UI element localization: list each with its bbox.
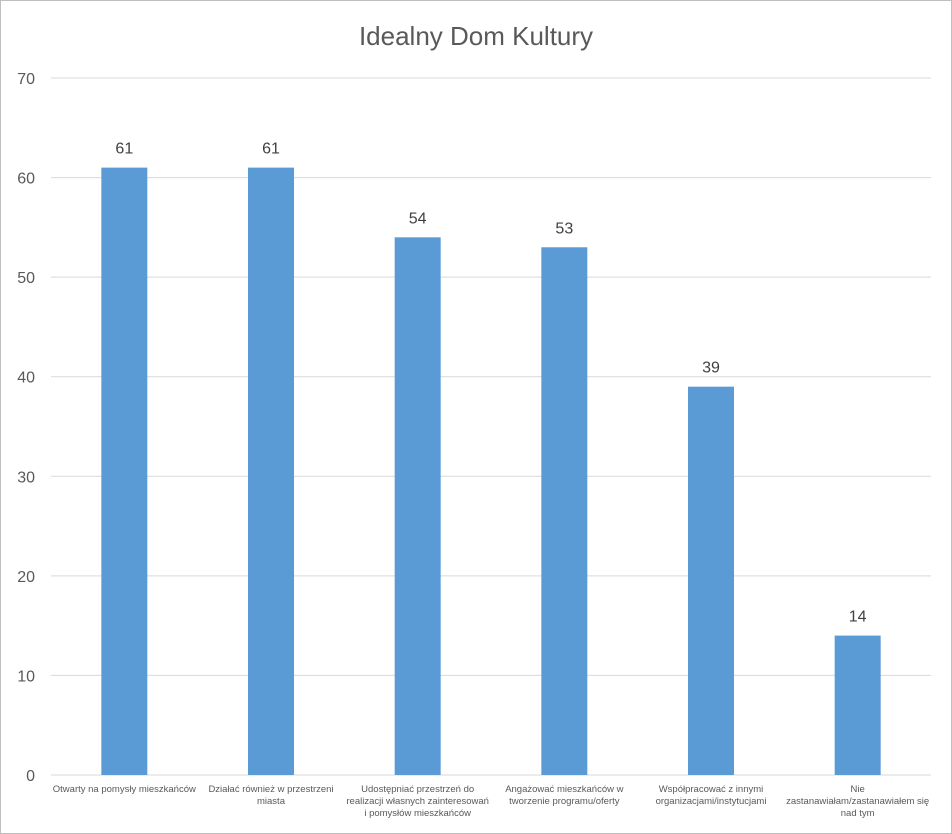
bars bbox=[101, 167, 881, 776]
chart-title: Idealny Dom Kultury bbox=[358, 21, 594, 51]
y-axis-ticks: 0 10 20 30 40 50 60 70 bbox=[17, 71, 35, 785]
bar bbox=[248, 167, 294, 776]
category-label: Angażować mieszkańców w bbox=[505, 784, 623, 795]
category-label: Działać również w przestrzeni bbox=[208, 784, 333, 795]
category-label: Nie bbox=[851, 784, 865, 795]
y-tick-label: 50 bbox=[17, 270, 35, 287]
data-label: 14 bbox=[849, 609, 867, 626]
y-tick-label: 30 bbox=[17, 469, 35, 486]
category-label: tworzenie programu/oferty bbox=[509, 796, 620, 807]
data-label: 54 bbox=[409, 210, 427, 227]
category-label: Udostępniać przestrzeń do bbox=[361, 784, 474, 795]
data-label: 61 bbox=[115, 141, 133, 158]
category-label: miasta bbox=[257, 796, 286, 807]
y-tick-label: 0 bbox=[26, 768, 35, 785]
category-label: Otwarty na pomysły mieszkańców bbox=[53, 784, 196, 795]
y-tick-label: 20 bbox=[17, 569, 35, 586]
category-label: nad tym bbox=[841, 808, 875, 819]
category-label: organizacjami/instytucjami bbox=[656, 796, 767, 807]
bar bbox=[101, 167, 148, 776]
bar bbox=[541, 247, 588, 775]
data-label: 53 bbox=[555, 220, 573, 237]
category-label: zastanawiałam/zastanawiałem się bbox=[786, 796, 929, 807]
data-labels: 61 61 54 53 39 14 bbox=[115, 141, 866, 626]
bar bbox=[834, 635, 881, 775]
category-labels: Otwarty na pomysły mieszkańców Działać ró… bbox=[53, 784, 929, 819]
y-tick-label: 40 bbox=[17, 370, 35, 387]
data-label: 39 bbox=[702, 360, 720, 377]
category-label: i pomysłów mieszkańców bbox=[364, 808, 471, 819]
y-tick-label: 10 bbox=[17, 668, 35, 685]
gridlines bbox=[51, 77, 931, 776]
category-label: Współpracować z innymi bbox=[659, 784, 764, 795]
category-label: realizacji własnych zainteresowań bbox=[346, 796, 489, 807]
data-label: 61 bbox=[262, 141, 280, 158]
y-tick-label: 60 bbox=[17, 171, 35, 188]
bar bbox=[394, 237, 441, 776]
bar bbox=[688, 386, 734, 775]
y-tick-label: 70 bbox=[17, 71, 35, 88]
